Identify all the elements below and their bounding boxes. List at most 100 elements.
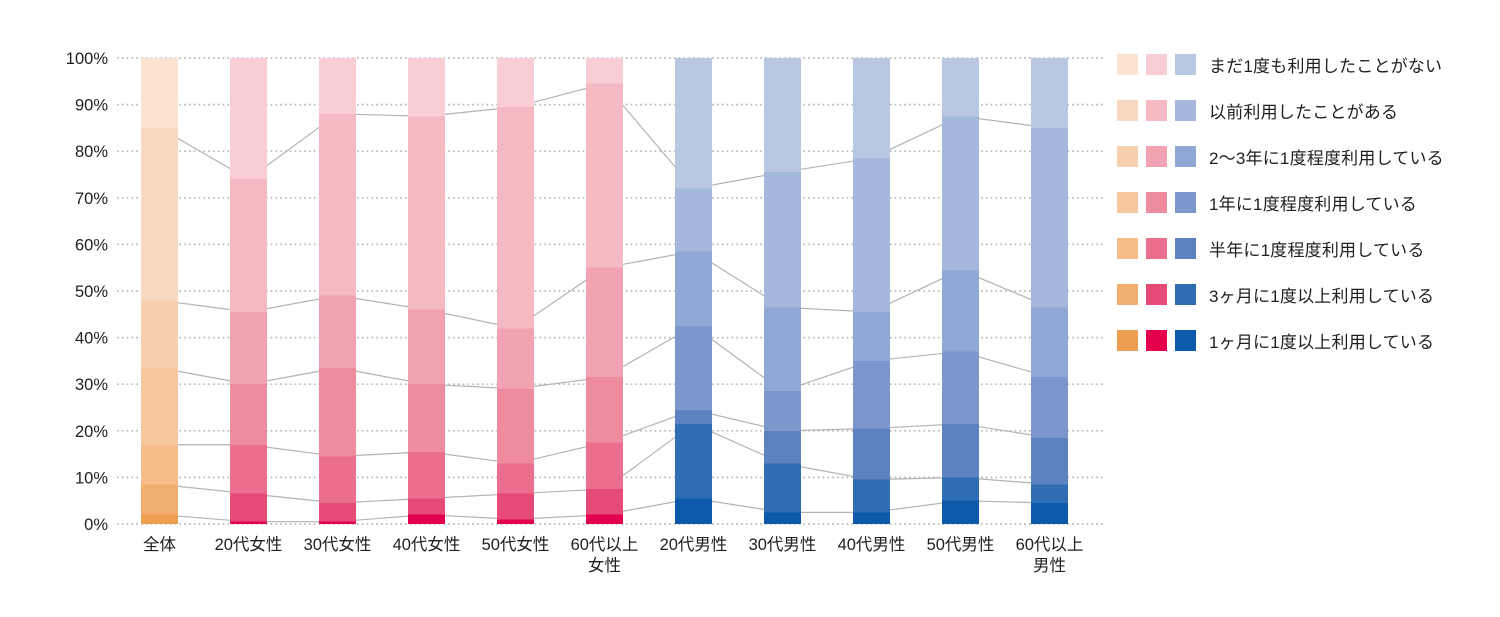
bar-segment xyxy=(141,127,178,301)
bar-20代男性 xyxy=(675,58,712,524)
bar-segment xyxy=(408,384,445,452)
legend-label: 半年に1度程度利用している xyxy=(1209,241,1425,260)
bar-segment xyxy=(586,514,623,524)
bar-segment xyxy=(764,430,801,464)
legend-swatch-orange xyxy=(1117,238,1138,259)
bar-segment xyxy=(497,106,534,329)
legend-item: 3ヶ月に1度以上利用している xyxy=(1117,284,1444,306)
legend-swatch-pink xyxy=(1146,54,1167,75)
bar-segment xyxy=(853,479,890,513)
bar-segment xyxy=(586,377,623,443)
x-category-label: 60代以上 xyxy=(1016,535,1084,554)
bar-segment xyxy=(764,391,801,431)
bar-segment xyxy=(319,456,356,504)
legend-label: 3ヶ月に1度以上利用している xyxy=(1209,287,1435,306)
bar-60代以上男性 xyxy=(1031,58,1068,524)
bar-segment xyxy=(141,58,178,128)
bar-segment xyxy=(675,58,712,189)
legend-label: 1ヶ月に1度以上利用している xyxy=(1209,333,1435,352)
bar-segment xyxy=(675,409,712,424)
x-category-label: 50代男性 xyxy=(927,535,995,554)
x-category-label: 全体 xyxy=(143,535,177,554)
bar-segment xyxy=(1031,437,1068,485)
bar-segment xyxy=(942,351,979,424)
bar-segment xyxy=(141,514,178,524)
bar-segment xyxy=(141,300,178,368)
y-tick-label: 0% xyxy=(84,516,108,534)
bar-segment xyxy=(764,172,801,308)
bar-segment xyxy=(230,384,267,445)
bar-segment xyxy=(1031,307,1068,378)
legend-swatch-orange xyxy=(1117,146,1138,167)
y-tick-label: 90% xyxy=(75,97,108,115)
legend-swatch-orange xyxy=(1117,192,1138,213)
bar-30代男性 xyxy=(764,58,801,524)
y-tick-label: 70% xyxy=(75,190,108,208)
bar-segment xyxy=(764,463,801,513)
x-category-label: 男性 xyxy=(1033,556,1066,575)
x-category-label: 40代男性 xyxy=(838,535,906,554)
bar-segment xyxy=(586,83,623,268)
legend-item: 半年に1度程度利用している xyxy=(1117,238,1444,260)
legend-swatch-orange xyxy=(1117,330,1138,351)
legend-label: 1年に1度程度利用している xyxy=(1209,195,1417,214)
legend-swatch-blue xyxy=(1175,192,1196,213)
bar-segment xyxy=(319,58,356,114)
legend-swatch-orange xyxy=(1117,284,1138,305)
y-tick-label: 20% xyxy=(75,423,108,441)
bar-segment xyxy=(230,493,267,522)
bar-segment xyxy=(319,367,356,457)
x-category-label: 30代女性 xyxy=(304,535,372,554)
bar-segment xyxy=(1031,127,1068,308)
y-tick-label: 10% xyxy=(75,469,108,487)
bar-segment xyxy=(853,58,890,159)
bar-segment xyxy=(675,423,712,499)
bar-40代男性 xyxy=(853,58,890,524)
bar-segment xyxy=(853,512,890,524)
bar-segment xyxy=(675,188,712,252)
legend-swatch-blue xyxy=(1175,54,1196,75)
x-category-label: 40代女性 xyxy=(393,535,461,554)
bar-segment xyxy=(942,477,979,501)
legend-swatch-orange xyxy=(1117,54,1138,75)
bar-segment xyxy=(497,388,534,464)
legend: まだ1度も利用したことがない 以前利用したことがある 2〜3年に1度程度利用している… xyxy=(1117,54,1444,376)
bar-segment xyxy=(675,325,712,410)
legend-item: 以前利用したことがある xyxy=(1117,100,1444,122)
legend-swatch-pink xyxy=(1146,284,1167,305)
legend-label: 2〜3年に1度程度利用している xyxy=(1209,149,1444,168)
bar-segment xyxy=(942,58,979,117)
bar-segment xyxy=(319,503,356,522)
legend-item: 1ヶ月に1度以上利用している xyxy=(1117,330,1444,352)
bar-segment xyxy=(1031,377,1068,438)
bar-segment xyxy=(764,512,801,524)
legend-swatch-pink xyxy=(1146,146,1167,167)
bar-segment xyxy=(675,251,712,326)
bar-40代女性 xyxy=(408,58,445,524)
bar-segment xyxy=(319,295,356,368)
bar-segment xyxy=(1031,503,1068,524)
x-category-label: 60代以上 xyxy=(571,535,639,554)
bar-segment xyxy=(408,451,445,499)
bar-segment xyxy=(853,158,890,312)
legend-swatch-blue xyxy=(1175,284,1196,305)
bar-segment xyxy=(408,58,445,117)
bar-60代以上女性 xyxy=(586,58,623,524)
legend-swatch-pink xyxy=(1146,100,1167,121)
y-tick-label: 60% xyxy=(75,236,108,254)
bar-segment xyxy=(408,309,445,385)
legend-swatch-blue xyxy=(1175,146,1196,167)
bar-segment xyxy=(942,116,979,271)
bar-segment xyxy=(1031,58,1068,128)
bar-segment xyxy=(853,428,890,480)
x-category-label: 30代男性 xyxy=(749,535,817,554)
bar-20代女性 xyxy=(230,58,267,524)
bar-segment xyxy=(853,360,890,429)
bar-segment xyxy=(942,500,979,524)
legend-item: 2〜3年に1度程度利用している xyxy=(1117,146,1444,168)
bar-segment xyxy=(408,514,445,524)
bar-segment xyxy=(586,489,623,515)
legend-swatch-blue xyxy=(1175,238,1196,259)
legend-swatch-pink xyxy=(1146,192,1167,213)
